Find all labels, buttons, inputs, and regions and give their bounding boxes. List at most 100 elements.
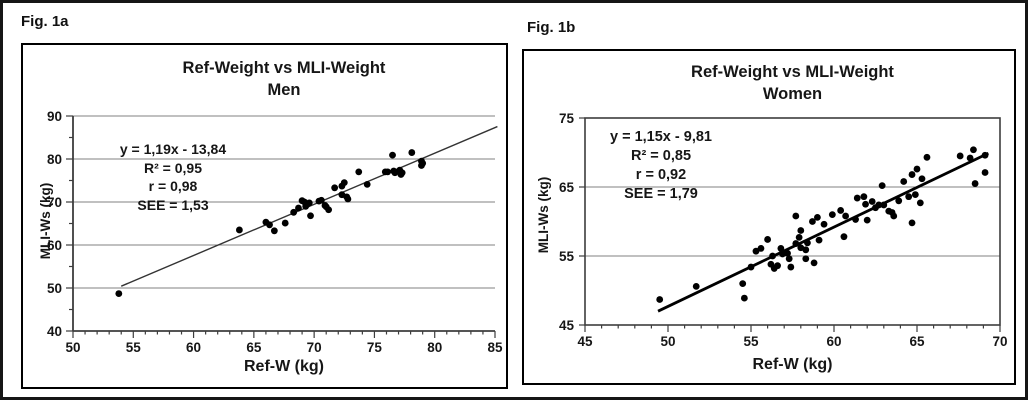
y-tick-label: 70 [47,195,62,210]
x-tick-label: 55 [743,334,759,349]
data-point [281,219,289,227]
chart-title-men: Ref-Weight vs MLI-Weight Men [73,57,495,101]
x-tick-label: 80 [427,340,442,355]
data-point [804,239,811,247]
data-point [810,259,818,267]
regression-stats-men: y = 1,19x - 13,84 R² = 0,95 r = 0,98 SEE… [83,140,263,214]
data-point [797,227,805,234]
y-axis-label-women: MLI-Ws (kg) [536,176,551,254]
y-tick-label: 45 [559,318,575,333]
x-tick-label: 75 [367,340,383,355]
data-point [419,159,427,167]
y-tick-label: 60 [47,238,62,253]
data-point [739,280,747,287]
data-point [970,146,977,154]
data-point [862,200,869,208]
data-point [290,208,298,216]
equation-women: y = 1,15x - 9,81 [610,129,712,145]
data-point [774,262,781,270]
data-point [837,207,845,214]
see-men: SEE = 1,53 [137,196,209,213]
data-point [235,226,243,234]
equation-men: y = 1,19x - 13,84 [119,141,227,157]
data-point [307,212,314,220]
data-point [363,180,371,188]
data-point [923,153,931,161]
y-tick-label: 50 [47,281,62,296]
data-point [895,197,903,205]
data-point [900,178,908,185]
x-tick-label: 85 [487,340,503,355]
data-point [398,169,406,177]
y-tick-label: 40 [47,324,62,339]
data-point [916,199,924,207]
y-tick-label: 55 [559,249,575,264]
r-squared-men: R² = 0,95 [144,159,202,176]
y-axis-label-men: MLI-Ws (kg) [38,182,53,260]
panel-women: 45 50 55 60 65 70 45 55 65 75 [522,49,1016,385]
data-point [792,212,800,220]
data-point [971,180,979,187]
chart-title-women: Ref-Weight vs MLI-Weight Women [585,61,1000,105]
chart-title-women-line1: Ref-Weight vs MLI-Weight [691,63,894,81]
data-point [769,252,776,260]
data-point [656,296,664,303]
data-point [840,233,848,241]
data-point [860,193,868,201]
data-point [764,236,771,243]
data-point [740,294,748,302]
data-point [792,240,800,247]
x-tick-label: 50 [660,334,675,349]
chart-title-men-line2: Men [267,81,301,99]
data-point [956,152,964,160]
panel-men: 50 55 60 65 70 75 80 85 40 50 60 70 80 90 [21,43,508,389]
see-women: SEE = 1,79 [624,186,698,202]
chart-title-women-line2: Women [762,85,823,103]
data-point [842,212,850,220]
x-axis-label-men: Ref-W (kg) [244,358,324,375]
data-point [115,290,123,297]
data-point [344,195,352,203]
data-point [852,216,859,223]
data-point [913,165,921,173]
data-point [777,245,785,252]
data-point [905,193,913,201]
x-tick-label: 45 [577,334,593,349]
x-tick-label: 60 [186,340,201,355]
x-axis-label-women: Ref-W (kg) [752,356,833,373]
x-tick-label: 50 [65,340,80,355]
data-point [981,169,989,176]
women-scatter-chart: 45 50 55 60 65 70 45 55 65 75 [559,111,1008,349]
data-point [787,263,795,271]
data-point [295,204,302,212]
data-point [305,199,313,207]
data-point [814,213,821,221]
data-point [911,191,919,198]
data-point [878,182,886,190]
data-point [918,175,926,183]
y-tick-label: 75 [559,111,575,126]
data-point [880,201,888,209]
chart-title-men-line1: Ref-Weight vs MLI-Weight [182,59,386,77]
data-point [747,263,755,271]
data-point [779,250,786,258]
data-point [340,179,348,187]
plot-border [584,117,1001,326]
y-tick-label: 65 [559,180,575,195]
data-point [355,168,363,176]
data-point [908,171,916,178]
x-tick-label: 65 [246,340,262,355]
data-point [408,149,416,156]
data-point [820,220,828,228]
x-tick-label: 65 [909,334,925,349]
data-point [752,247,760,255]
x-tick-label: 55 [126,340,142,355]
data-point [270,227,278,235]
data-point [908,219,916,227]
data-point [875,201,883,209]
data-point [890,212,898,220]
data-point [795,233,803,241]
r-value-men: r = 0,98 [148,178,198,194]
